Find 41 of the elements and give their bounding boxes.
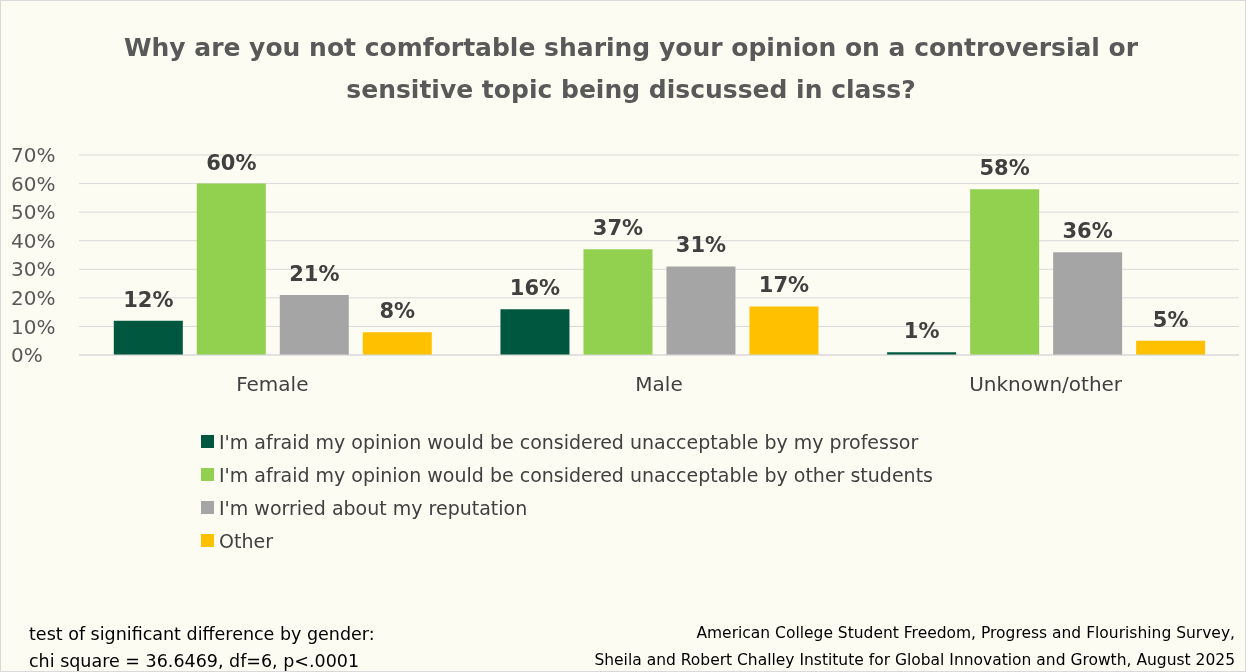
x-tick-label: Unknown/other [969, 372, 1123, 397]
data-label: 8% [379, 299, 416, 324]
bar [500, 309, 570, 355]
text: test of significant difference by gender: chi square = 36.6469, df=6, p<.0001 [29, 623, 375, 672]
data-label: 31% [675, 233, 727, 258]
y-tick-label: 0% [11, 343, 43, 368]
y-tick-label: 40% [11, 228, 56, 253]
legend-label: Other [219, 529, 273, 552]
x-tick-label: Male [635, 372, 683, 397]
y-tick-label: 30% [11, 257, 56, 282]
data-label: 17% [758, 273, 810, 298]
data-label: 36% [1062, 219, 1113, 244]
legend-label: I'm afraid my opinion would be considered unacceptable by other students [219, 463, 933, 486]
x-tick-label: Female [236, 372, 309, 397]
bar [196, 183, 266, 355]
chart-title: Why are you not comfortable sharing your opinion on a controversial or sensitive topic being discussed in class? [122, 32, 1140, 106]
data-label: 60% [206, 150, 257, 175]
y-tick-label: 20% [11, 285, 56, 310]
data-label: 12% [123, 287, 174, 312]
y-tick-label: 70% [11, 143, 56, 168]
data-label: 37% [592, 216, 644, 241]
bar [666, 266, 736, 355]
legend-label: I'm afraid my opinion would be considered unacceptable by my professor [219, 430, 919, 453]
bar [1053, 252, 1123, 355]
bar [113, 320, 183, 355]
bar [583, 249, 653, 355]
bar [1136, 340, 1206, 355]
data-label: 5% [1152, 307, 1189, 332]
y-tick-label: 10% [11, 314, 56, 339]
legend-label: I'm worried about my reputation [219, 496, 528, 519]
data-label: 16% [509, 276, 561, 301]
text: American College Student Freedom, Progress and Flourishing Survey, Sheila and Robert Challey Institute for Global Innovation and Growth, August 2025 [594, 623, 1235, 671]
bar [970, 189, 1040, 355]
data-label: 1% [903, 319, 940, 344]
bar [749, 306, 819, 355]
y-tick-label: 60% [11, 171, 56, 196]
data-label: 58% [979, 156, 1030, 181]
data-label: 21% [289, 262, 340, 286]
bar [362, 332, 432, 355]
bar [279, 295, 349, 355]
y-tick-label: 50% [11, 200, 56, 225]
